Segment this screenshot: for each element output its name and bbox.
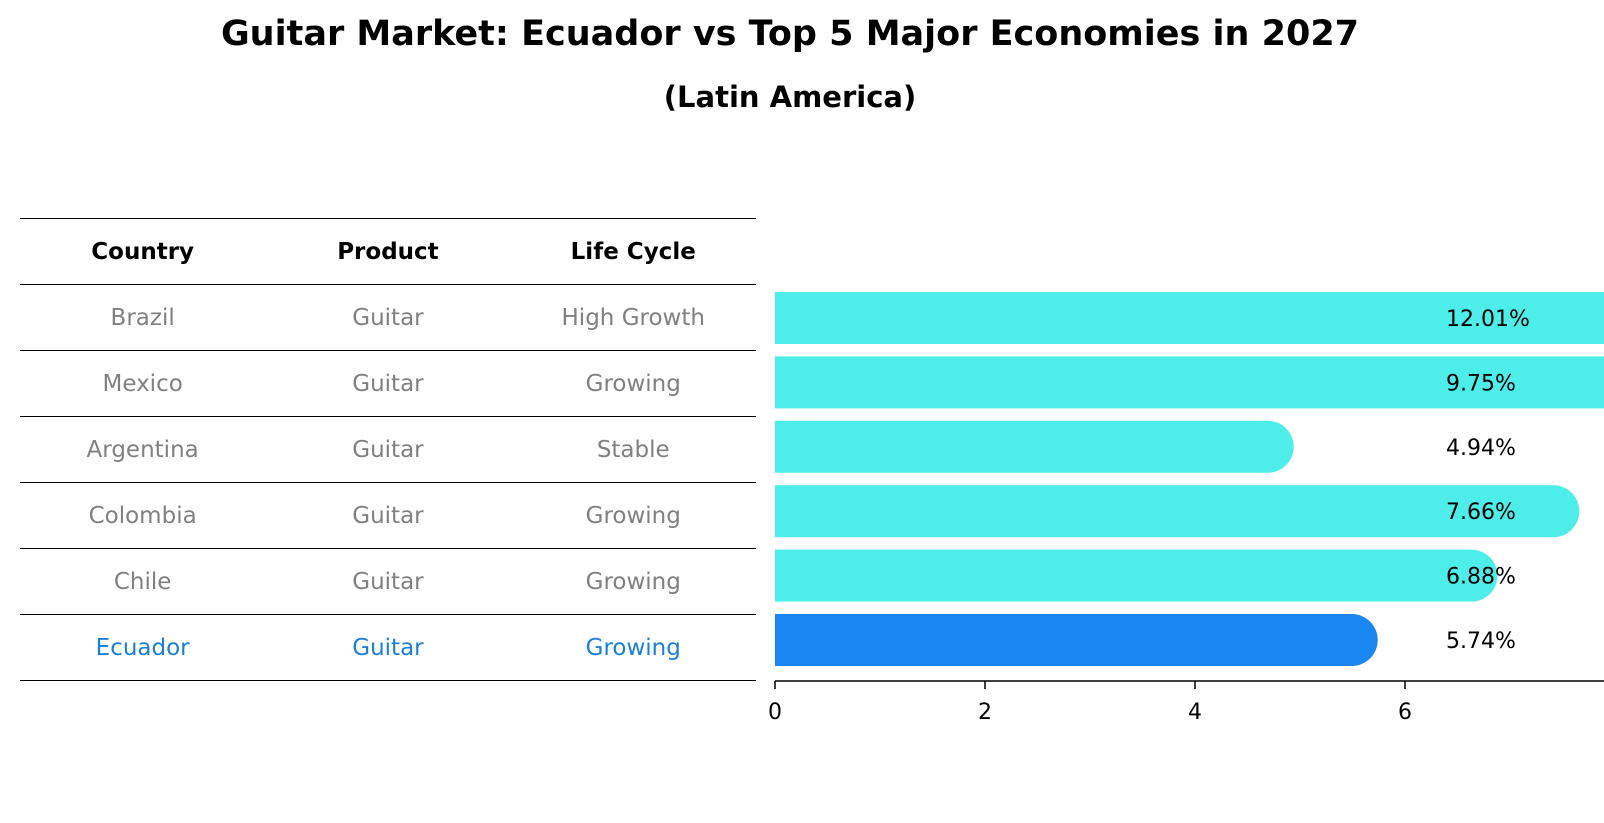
- country-table: Country Product Life Cycle Brazil Guitar…: [20, 218, 756, 681]
- header-life-cycle: Life Cycle: [570, 238, 696, 265]
- cell-country: Brazil: [110, 304, 175, 331]
- cell-product: Guitar: [352, 568, 424, 595]
- bar-chile: [775, 549, 1498, 602]
- cell-life-cycle: Stable: [596, 436, 670, 463]
- table-row: Colombia Guitar Growing: [20, 482, 756, 548]
- bar-brazil: [775, 292, 1604, 344]
- x-tick-label: 6: [1398, 700, 1412, 725]
- value-label-chile: 6.88%: [1446, 565, 1516, 590]
- cell-life-cycle: Growing: [585, 370, 681, 397]
- table-row: Argentina Guitar Stable: [20, 416, 756, 482]
- x-tick-label: 2: [978, 700, 992, 725]
- cell-product: Guitar: [352, 502, 424, 529]
- table-row-highlight: Ecuador Guitar Growing: [20, 614, 756, 681]
- cell-country: Argentina: [86, 436, 199, 463]
- chart-title: Guitar Market: Ecuador vs Top 5 Major Ec…: [220, 14, 1360, 54]
- x-tick-label: 4: [1188, 700, 1202, 725]
- header-product: Product: [337, 238, 439, 265]
- bar-colombia: [775, 485, 1580, 538]
- x-tick-label: 0: [768, 700, 782, 725]
- value-label-colombia: 7.66%: [1446, 500, 1516, 525]
- cell-country: Ecuador: [95, 634, 190, 661]
- value-label-mexico: 9.75%: [1446, 371, 1516, 396]
- cell-product: Guitar: [352, 634, 424, 661]
- cell-country: Chile: [113, 568, 172, 595]
- cell-country: Colombia: [88, 502, 197, 529]
- cell-product: Guitar: [352, 370, 424, 397]
- value-label-argentina: 4.94%: [1446, 436, 1516, 461]
- bar-argentina: [775, 420, 1294, 473]
- cell-product: Guitar: [352, 436, 424, 463]
- cell-life-cycle: Growing: [585, 568, 681, 595]
- cell-country: Mexico: [102, 370, 183, 397]
- table-row: Chile Guitar Growing: [20, 548, 756, 614]
- table-row: Mexico Guitar Growing: [20, 350, 756, 416]
- bar-ecuador: [775, 614, 1378, 666]
- table-row: Brazil Guitar High Growth: [20, 284, 756, 350]
- chart-subtitle: (Latin America): [663, 80, 917, 114]
- cell-product: Guitar: [352, 304, 424, 331]
- header-country: Country: [91, 238, 195, 265]
- value-label-ecuador: 5.74%: [1446, 629, 1516, 654]
- cell-life-cycle: High Growth: [561, 304, 705, 331]
- value-label-brazil: 12.01%: [1446, 307, 1530, 332]
- cell-life-cycle: Growing: [585, 502, 681, 529]
- cell-life-cycle: Growing: [585, 634, 681, 661]
- table-header-row: Country Product Life Cycle: [20, 218, 756, 284]
- bar-mexico: [775, 356, 1604, 409]
